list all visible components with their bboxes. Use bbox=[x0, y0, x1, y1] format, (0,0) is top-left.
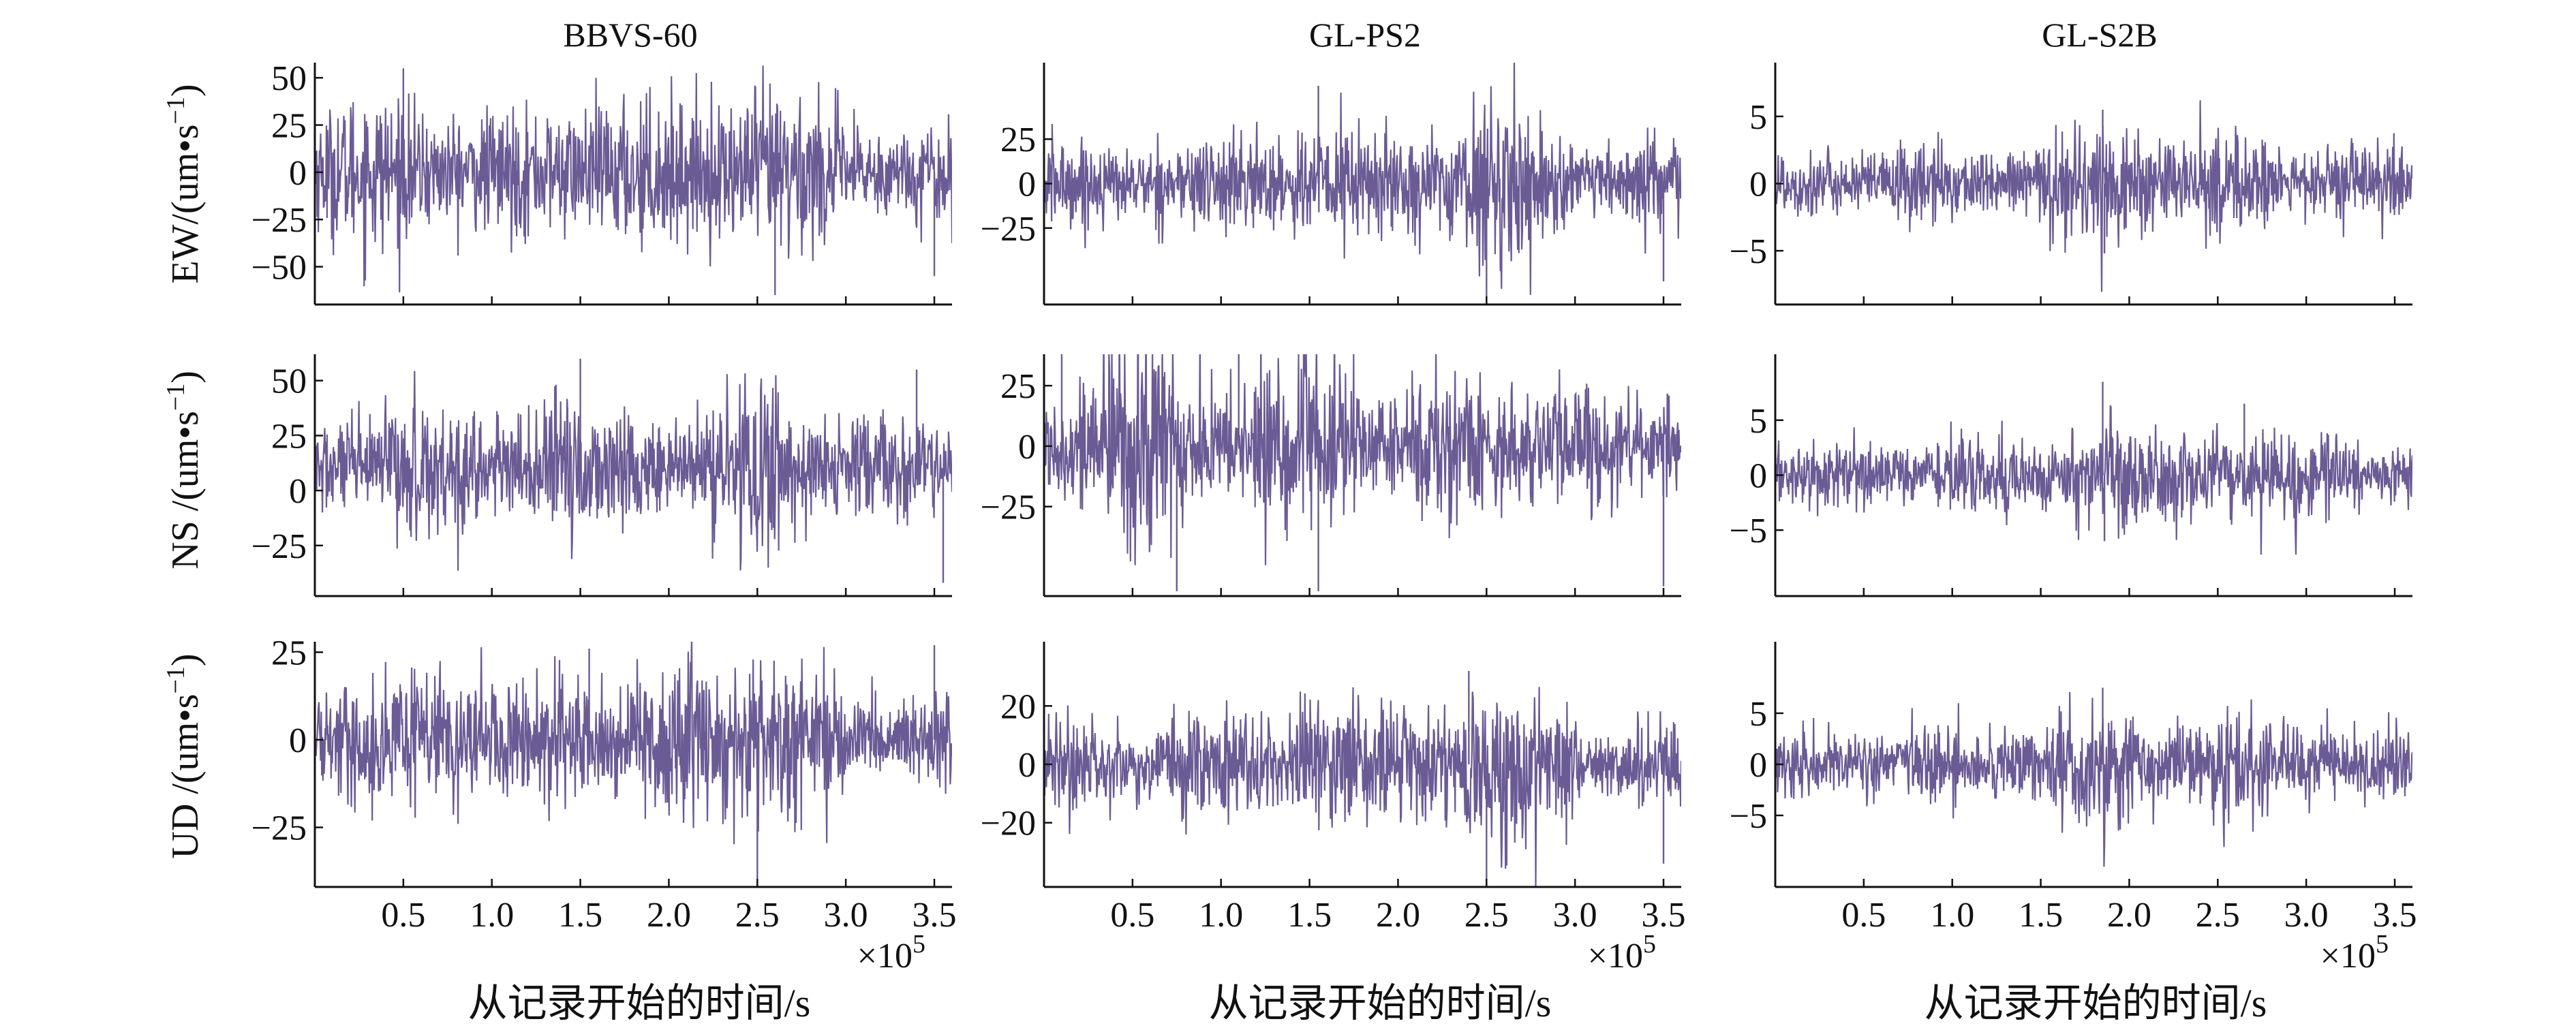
x-tick-label-ud-gl-s2b-4: 2.5 bbox=[2196, 896, 2240, 935]
y-tick-label-ew-gl-s2b-0: 5 bbox=[1749, 98, 1767, 137]
x-tick-label-ud-bbvs-60-3: 2.0 bbox=[647, 896, 691, 935]
x-tick-label-ud-gl-s2b-3: 2.0 bbox=[2107, 896, 2151, 935]
row-label-ud: UD /(um•s−1) bbox=[162, 653, 206, 858]
y-tick-label-ew-gl-ps2-0: 25 bbox=[1000, 121, 1036, 159]
y-tick-label-ud-bbvs-60-2: −25 bbox=[251, 809, 307, 848]
x-tick-label-ud-bbvs-60-6: 3.5 bbox=[913, 896, 957, 935]
x-tick-label-ud-bbvs-60-5: 3.0 bbox=[824, 896, 868, 935]
panel-ns-gl-s2b: 5 0 −5 bbox=[1730, 354, 2412, 597]
y-tick-label-ns-bbvs-60-3: −25 bbox=[251, 527, 307, 566]
x-tick-label-ud-gl-ps2-5: 3.0 bbox=[1553, 896, 1597, 935]
row-label-ew: EW/(um•s−1) bbox=[162, 84, 206, 283]
y-tick-label-ud-bbvs-60-0: 25 bbox=[271, 634, 307, 672]
row-label-ns: NS /(um•s−1) bbox=[162, 371, 206, 569]
y-tick-label-ew-bbvs-60-3: −25 bbox=[251, 201, 307, 240]
y-tick-label-ud-gl-ps2-0: 20 bbox=[1000, 687, 1036, 726]
x-tick-label-ud-gl-ps2-0: 0.5 bbox=[1110, 896, 1154, 935]
y-tick-label-ns-bbvs-60-1: 25 bbox=[271, 417, 307, 456]
x-tick-label-ud-bbvs-60-0: 0.5 bbox=[381, 896, 425, 935]
x-multiplier-col2: ×105 bbox=[1588, 930, 1656, 976]
y-tick-label-ns-gl-ps2-0: 25 bbox=[1000, 367, 1036, 406]
y-tick-label-ew-gl-s2b-2: −5 bbox=[1730, 232, 1767, 271]
panels: 50250−25−50250−2550−550250−25250−2550−52… bbox=[251, 59, 2417, 935]
column-titles: BBVS-60 GL-PS2 GL-S2B bbox=[563, 16, 2157, 54]
y-tick-label-ew-bbvs-60-2: 0 bbox=[289, 154, 307, 193]
x-multiplier-col1: ×105 bbox=[857, 930, 925, 976]
y-tick-label-ud-gl-s2b-1: 0 bbox=[1749, 746, 1767, 785]
y-tick-label-ns-gl-s2b-0: 5 bbox=[1749, 402, 1767, 441]
panel-ew-bbvs-60: 50 25 0 −25 −50 bbox=[251, 59, 952, 306]
panel-ns-gl-ps2: 25 0 −25 bbox=[981, 354, 1681, 597]
y-tick-label-ns-gl-ps2-1: 0 bbox=[1018, 428, 1036, 467]
y-tick-label-ud-bbvs-60-1: 0 bbox=[289, 721, 307, 760]
panel-ew-gl-ps2: 25 0 −25 bbox=[981, 63, 1681, 306]
row-labels: EW/(um•s−1) NS /(um•s−1) UD /(um•s−1) bbox=[162, 84, 206, 858]
signal-trace-ns-gl-s2b bbox=[1775, 405, 2412, 555]
y-tick-label-ew-gl-ps2-2: −25 bbox=[981, 210, 1036, 249]
y-tick-label-ns-gl-s2b-2: −5 bbox=[1730, 512, 1767, 550]
y-tick-label-ew-gl-ps2-1: 0 bbox=[1018, 166, 1036, 204]
x-axis-title-col3: 从记录开始的时间/s bbox=[1925, 981, 2267, 1025]
y-tick-label-ew-bbvs-60-0: 50 bbox=[271, 59, 307, 98]
x-axis-title-col2: 从记录开始的时间/s bbox=[1209, 981, 1552, 1025]
x-tick-label-ud-gl-ps2-2: 1.5 bbox=[1287, 896, 1332, 935]
panel-ud-gl-s2b: 5 0 −5 0.5 1.0 1.5 2.0 2.5 3.0 3.5 bbox=[1730, 642, 2417, 935]
column-title-gl-s2b: GL-S2B bbox=[2042, 16, 2157, 54]
x-tick-label-ud-gl-s2b-2: 1.5 bbox=[2019, 896, 2063, 935]
y-tick-label-ud-gl-ps2-1: 0 bbox=[1018, 746, 1036, 785]
panel-ew-gl-s2b: 5 0 −5 bbox=[1730, 63, 2412, 306]
signal-trace-ud-bbvs-60 bbox=[315, 642, 952, 845]
x-tick-label-ud-bbvs-60-2: 1.5 bbox=[558, 896, 602, 935]
panel-ns-bbvs-60: 50 25 0 −25 bbox=[251, 354, 952, 597]
y-tick-label-ud-gl-s2b-2: −5 bbox=[1730, 797, 1767, 836]
y-tick-label-ew-gl-s2b-1: 0 bbox=[1749, 166, 1767, 204]
x-axis-labels: ×105 ×105 ×105 从记录开始的时间/s 从记录开始的时间/s 从记录… bbox=[468, 930, 2389, 1025]
signal-trace-ns-gl-ps2 bbox=[1044, 354, 1681, 565]
y-tick-label-ns-bbvs-60-2: 0 bbox=[289, 472, 307, 511]
x-tick-label-ud-gl-ps2-3: 2.0 bbox=[1376, 896, 1420, 935]
x-axis-title-col1: 从记录开始的时间/s bbox=[468, 981, 811, 1025]
signal-trace-ew-gl-ps2 bbox=[1044, 63, 1681, 295]
signal-trace-ns-bbvs-60 bbox=[315, 371, 952, 571]
x-tick-label-ud-gl-s2b-5: 3.0 bbox=[2284, 896, 2329, 935]
y-tick-label-ns-gl-ps2-2: −25 bbox=[981, 488, 1036, 527]
x-tick-label-ud-gl-s2b-1: 1.0 bbox=[1930, 896, 1974, 935]
x-tick-label-ud-bbvs-60-4: 2.5 bbox=[735, 896, 780, 935]
column-title-bbvs-60: BBVS-60 bbox=[563, 16, 697, 54]
x-tick-label-ud-gl-s2b-0: 0.5 bbox=[1841, 896, 1886, 935]
signal-trace-ew-gl-s2b bbox=[1775, 100, 2412, 292]
signal-trace-ud-gl-s2b bbox=[1775, 691, 2412, 867]
x-tick-label-ud-gl-s2b-6: 3.5 bbox=[2373, 896, 2417, 935]
panel-ud-gl-ps2: 20 0 −20 0.5 1.0 1.5 2.0 2.5 3.0 3.5 bbox=[981, 642, 1686, 935]
signal-trace-ew-bbvs-60 bbox=[315, 65, 952, 293]
x-tick-label-ud-gl-ps2-4: 2.5 bbox=[1465, 896, 1509, 935]
x-multiplier-col3: ×105 bbox=[2320, 930, 2389, 976]
column-title-gl-ps2: GL-PS2 bbox=[1309, 16, 1421, 54]
x-tick-label-ud-gl-ps2-1: 1.0 bbox=[1199, 896, 1243, 935]
y-tick-label-ns-bbvs-60-0: 50 bbox=[271, 362, 307, 401]
signal-trace-ud-gl-ps2 bbox=[1044, 687, 1681, 887]
y-tick-label-ud-gl-s2b-0: 5 bbox=[1749, 695, 1767, 734]
y-tick-label-ew-bbvs-60-1: 25 bbox=[271, 107, 307, 146]
panel-ud-bbvs-60: 25 0 −25 0.5 1.0 1.5 2.0 2.5 3.0 3.5 bbox=[251, 634, 957, 935]
x-tick-label-ud-bbvs-60-1: 1.0 bbox=[470, 896, 514, 935]
y-tick-label-ew-bbvs-60-4: −50 bbox=[251, 249, 307, 287]
x-tick-label-ud-gl-ps2-6: 3.5 bbox=[1642, 896, 1686, 935]
y-tick-label-ns-gl-s2b-1: 0 bbox=[1749, 457, 1767, 496]
y-tick-label-ud-gl-ps2-2: −20 bbox=[981, 805, 1036, 843]
